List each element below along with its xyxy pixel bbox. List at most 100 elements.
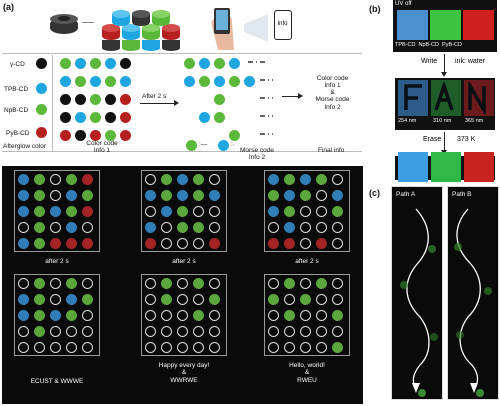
g (332, 310, 343, 321)
g (284, 206, 295, 217)
g (18, 206, 29, 217)
g (177, 326, 188, 337)
grid-dot (60, 112, 71, 123)
grid-caption: Hello, world! & RWEU (254, 362, 360, 384)
grid-dot (60, 130, 71, 141)
combined-info-label: Color code Info 1 & Morse code Info 2 (305, 75, 360, 111)
g (268, 222, 279, 233)
grid-dot (60, 58, 71, 69)
strip-labels: TPB-CD NpB-CD PyB-CD (395, 42, 497, 48)
wavelength-2: 310 nm (433, 118, 451, 124)
g (177, 190, 188, 201)
g (66, 326, 77, 337)
divider (2, 151, 362, 152)
g (332, 206, 343, 217)
g (332, 174, 343, 185)
g (332, 190, 343, 201)
erase-label: Erase (423, 136, 441, 143)
g (66, 294, 77, 305)
g (300, 342, 311, 353)
g (161, 174, 172, 185)
g (50, 342, 61, 353)
color-code-info1-label: Color code Info 1 (72, 140, 132, 154)
g (145, 206, 156, 217)
g (66, 174, 77, 185)
g (34, 174, 45, 185)
g (50, 206, 61, 217)
g (82, 206, 93, 217)
grid-dot (120, 76, 131, 87)
g (82, 294, 93, 305)
g (284, 294, 295, 305)
uv-off-label: UV off (395, 1, 412, 7)
pellet-illustration (48, 10, 80, 38)
final-info-label: Final info (318, 147, 344, 154)
g (300, 190, 311, 201)
legend-dot-tpb (36, 83, 47, 94)
g (193, 222, 204, 233)
grid-caption: after 2 s (14, 258, 100, 265)
g (268, 278, 279, 289)
g (268, 342, 279, 353)
wavelength-3: 365 nm (465, 118, 483, 124)
g (82, 190, 93, 201)
grid-caption: after 2 s (141, 258, 227, 265)
g (18, 342, 29, 353)
grid-dot (90, 58, 101, 69)
grid-dot (229, 130, 240, 141)
strip-pyb (463, 10, 494, 40)
g (18, 222, 29, 233)
grid-dot (199, 58, 210, 69)
grid-dot (229, 76, 240, 87)
g (209, 222, 220, 233)
g (145, 238, 156, 249)
legend-dot-gamma (36, 58, 47, 69)
g (193, 342, 204, 353)
g (66, 206, 77, 217)
g (193, 294, 204, 305)
g (18, 278, 29, 289)
panel-c: (c) Path A Path B (369, 186, 500, 406)
grid-dot (105, 94, 116, 105)
g (145, 294, 156, 305)
legend-label-gamma: γ-CD (10, 61, 25, 68)
g (18, 174, 29, 185)
g (82, 310, 93, 321)
written-letters (400, 82, 492, 114)
g (34, 238, 45, 249)
afterglow-label: Afterglow color (3, 143, 46, 150)
g (18, 294, 29, 305)
g (284, 310, 295, 321)
g (209, 206, 220, 217)
g (209, 342, 220, 353)
g (177, 222, 188, 233)
g (145, 174, 156, 185)
g (66, 222, 77, 233)
info1-grid (60, 58, 140, 138)
erased-strip-1 (398, 152, 428, 182)
legend-divider (52, 55, 53, 151)
path-a-curve (392, 187, 444, 401)
info-icon-label: Info (275, 21, 290, 27)
g (161, 310, 172, 321)
grid-caption: Happy every day! & WWRWE (128, 362, 240, 384)
divider (2, 53, 362, 54)
g (268, 206, 279, 217)
photo-grid-box (264, 170, 350, 252)
g (177, 342, 188, 353)
grid-dot (60, 76, 71, 87)
pellet-stack-illustration (96, 6, 196, 52)
g (34, 222, 45, 233)
g (34, 342, 45, 353)
grid-dot (214, 58, 225, 69)
g (316, 222, 327, 233)
strip-npb (430, 10, 461, 40)
g (300, 326, 311, 337)
grid-dot (199, 76, 210, 87)
grid-dot (184, 76, 195, 87)
phone-scan-illustration (198, 6, 248, 50)
g (209, 310, 220, 321)
down-arrow-icon (444, 132, 445, 152)
g (316, 294, 327, 305)
g (300, 294, 311, 305)
